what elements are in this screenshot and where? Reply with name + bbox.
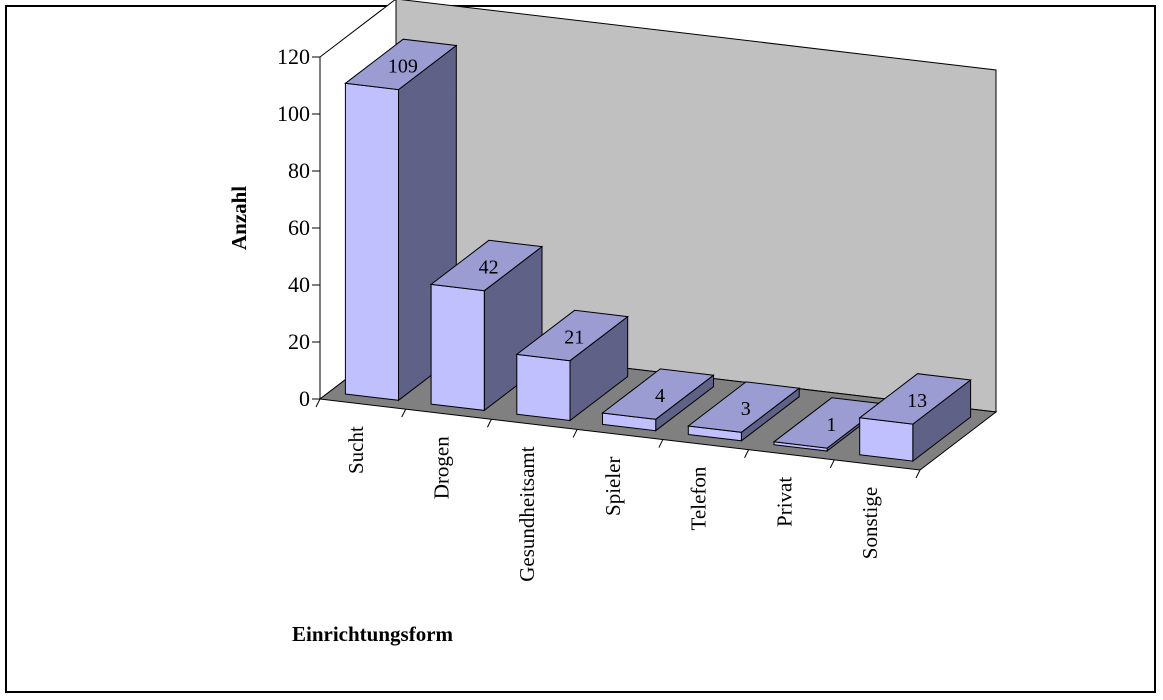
x-tick [315, 398, 321, 408]
bar-top-face [515, 309, 629, 362]
y-tick-label: 120 [277, 44, 310, 69]
x-axis-title: Einrichtungsform [292, 622, 454, 646]
bar-data-label: 13 [907, 390, 927, 412]
x-tick [401, 408, 407, 418]
x-category-label: Spieler [601, 456, 625, 515]
bar-front-face [859, 417, 914, 462]
bar-data-label: 21 [564, 327, 584, 349]
x-category-label: Privat [772, 477, 796, 527]
bar-data-label: 4 [655, 385, 665, 407]
bar-data-label: 3 [741, 398, 751, 420]
x-tick [829, 459, 835, 469]
bar-top-face [429, 239, 544, 292]
bar-data-label: 109 [388, 55, 418, 77]
bar-top-face [858, 373, 972, 425]
bar-front-face [430, 283, 485, 411]
x-category-label: Sonstige [858, 487, 882, 559]
bar-data-label: 1 [826, 414, 836, 436]
y-tick-label: 60 [288, 215, 310, 240]
x-tick [572, 429, 578, 438]
bar-front-face [516, 353, 571, 422]
x-tick [486, 419, 492, 428]
x-tick [658, 439, 664, 448]
y-tick-label: 100 [277, 101, 310, 126]
x-category-label: Gesundheitsamt [515, 446, 539, 581]
x-category-label: Drogen [430, 436, 454, 499]
bar-front-face [344, 82, 399, 401]
y-tick-label: 20 [288, 329, 310, 354]
x-tick [744, 449, 750, 458]
x-category-label: Telefon [687, 466, 711, 530]
y-tick-label: 0 [299, 386, 310, 411]
x-category-label: Sucht [344, 426, 368, 474]
bar-top-face [344, 38, 458, 91]
y-tick-label: 40 [288, 272, 310, 297]
x-tick [915, 469, 921, 479]
bar-top-face [601, 368, 715, 420]
y-axis-title: Anzahl [227, 186, 251, 250]
bar-data-label: 42 [479, 257, 499, 279]
y-tick-label: 80 [288, 158, 310, 183]
bar-top-face [687, 381, 801, 433]
